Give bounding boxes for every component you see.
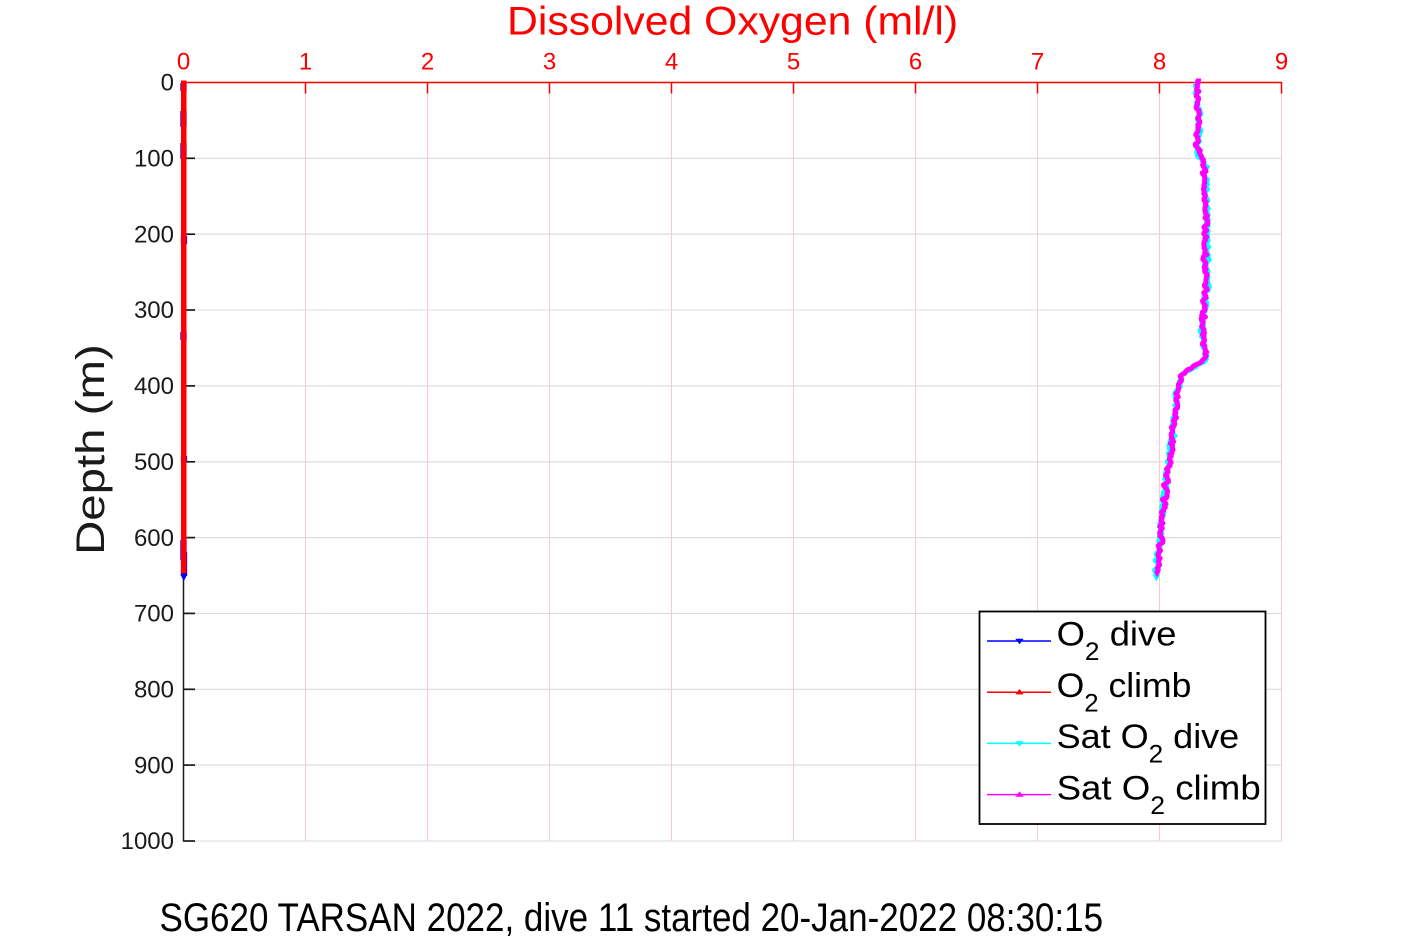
svg-text:9: 9 <box>1275 49 1288 76</box>
svg-text:300: 300 <box>134 297 174 324</box>
svg-text:400: 400 <box>134 373 174 400</box>
svg-text:500: 500 <box>134 449 174 476</box>
svg-text:Dissolved Oxygen (ml/l): Dissolved Oxygen (ml/l) <box>507 0 958 43</box>
svg-text:0: 0 <box>177 49 190 76</box>
svg-text:0: 0 <box>161 70 174 97</box>
svg-text:1: 1 <box>299 49 312 76</box>
svg-text:Depth (m): Depth (m) <box>68 344 113 555</box>
svg-text:5: 5 <box>787 49 800 76</box>
svg-text:Sat O2 climb: Sat O2 climb <box>1057 768 1261 819</box>
svg-text:200: 200 <box>134 221 174 248</box>
svg-text:SG620 TARSAN 2022, dive 11 sta: SG620 TARSAN 2022, dive 11 started 20-Ja… <box>160 895 1104 940</box>
svg-text:600: 600 <box>134 525 174 552</box>
svg-text:2: 2 <box>421 49 434 76</box>
svg-text:6: 6 <box>909 49 922 76</box>
svg-text:700: 700 <box>134 601 174 628</box>
svg-text:8: 8 <box>1153 49 1166 76</box>
svg-text:7: 7 <box>1031 49 1044 76</box>
svg-text:100: 100 <box>134 146 174 173</box>
svg-text:4: 4 <box>665 49 678 76</box>
svg-text:3: 3 <box>543 49 556 76</box>
svg-text:800: 800 <box>134 677 174 704</box>
svg-text:1000: 1000 <box>121 828 174 855</box>
svg-text:900: 900 <box>134 752 174 779</box>
